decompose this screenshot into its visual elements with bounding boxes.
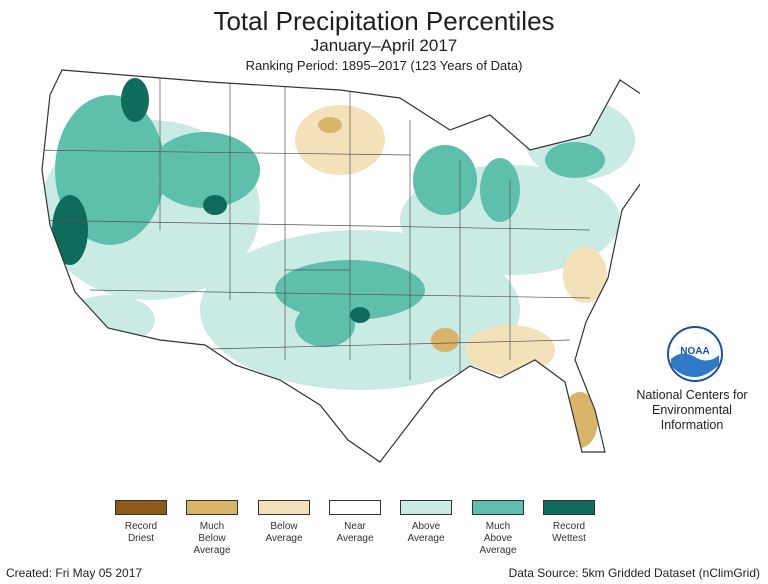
state-borders — [42, 70, 591, 380]
legend-near: Near Average — [323, 500, 387, 545]
legend-label: Record Driest — [124, 521, 158, 544]
data-source: Data Source: 5km Gridded Dataset (nClimG… — [508, 566, 760, 580]
legend-much-above: Much Above Average — [466, 500, 530, 557]
legend-swatch — [186, 500, 238, 515]
legend-swatch — [115, 500, 167, 515]
legend-label: Much Above Average — [479, 521, 517, 556]
legend-label: Much Below Average — [193, 521, 231, 556]
legend-swatch — [472, 500, 524, 515]
legend-label: Near Average — [336, 521, 374, 544]
legend-swatch — [400, 500, 452, 515]
legend-below: Below Average — [252, 500, 316, 545]
map-subtitle: January–April 2017 — [310, 36, 458, 55]
legend-label: Record Wettest — [552, 521, 586, 544]
legend-record-wettest: Record Wettest — [537, 500, 601, 545]
svg-text:NOAA: NOAA — [680, 346, 709, 357]
legend-label: Above Average — [407, 521, 445, 544]
legend-record-driest: Record Driest — [109, 500, 173, 545]
legend-much-below: Much Below Average — [180, 500, 244, 557]
map-title: Total Precipitation Percentiles — [213, 6, 555, 36]
legend-swatch — [329, 500, 381, 515]
noaa-logo: NOAA — [667, 326, 723, 382]
legend-swatch — [543, 500, 595, 515]
ncei-label: National Centers for Environmental Infor… — [626, 388, 758, 433]
ncei-line-2: Environmental — [652, 403, 732, 417]
legend-label: Below Average — [265, 521, 303, 544]
us-outline — [41, 69, 640, 463]
record-wettest-regions — [52, 78, 370, 323]
created-date: Created: Fri May 05 2017 — [6, 566, 143, 580]
ranking-period: Ranking Period: 1895–2017 (123 Years of … — [245, 58, 523, 73]
precipitation-map — [41, 69, 640, 463]
legend-above: Above Average — [394, 500, 458, 545]
legend-swatch — [258, 500, 310, 515]
legend: Record Driest Much Below Average Below A… — [0, 500, 768, 570]
ncei-line-3: Information — [660, 418, 724, 432]
ncei-line-1: National Centers for — [636, 388, 748, 402]
